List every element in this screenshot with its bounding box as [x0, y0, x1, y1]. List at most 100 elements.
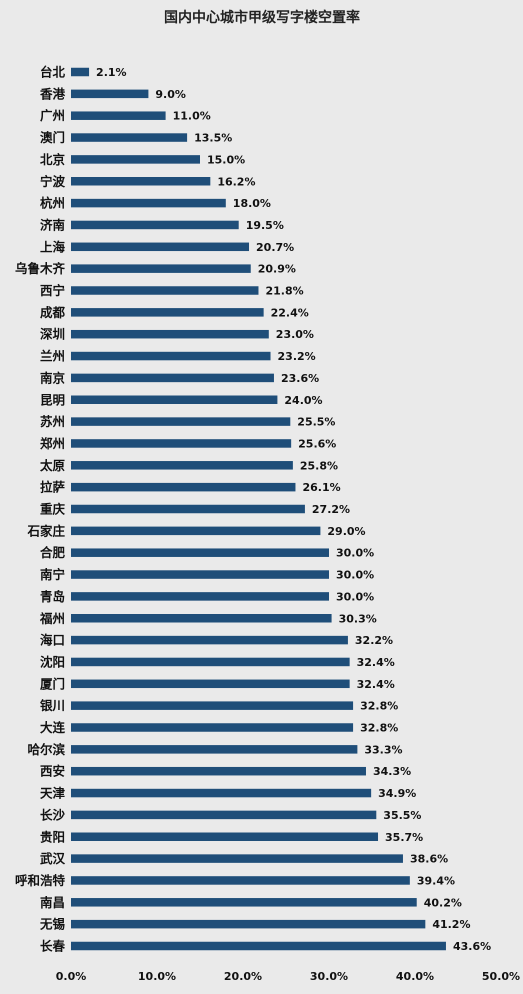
value-label: 34.3% [373, 765, 411, 778]
category-label: 济南 [40, 217, 66, 232]
x-tick-label: 40.0% [396, 970, 434, 983]
category-label: 郑州 [40, 436, 65, 451]
category-label: 大连 [40, 720, 66, 735]
category-label: 南昌 [40, 895, 65, 910]
bar [71, 810, 377, 820]
category-label: 贵阳 [40, 829, 65, 844]
bar [71, 788, 372, 798]
category-label: 成都 [40, 305, 66, 320]
bar [71, 329, 269, 339]
category-label: 哈尔滨 [27, 742, 65, 757]
category-label: 广州 [40, 108, 65, 123]
category-label: 香港 [39, 86, 66, 101]
category-label: 长春 [40, 939, 66, 954]
value-label: 38.6% [410, 853, 448, 866]
category-label: 太原 [40, 458, 66, 473]
value-label: 27.2% [312, 503, 350, 516]
category-label: 银川 [40, 698, 65, 713]
value-label: 25.8% [300, 459, 338, 472]
category-label: 青岛 [40, 589, 65, 604]
value-label: 33.3% [364, 743, 402, 756]
value-label: 21.8% [265, 285, 303, 298]
bar [71, 482, 296, 492]
category-label: 西宁 [40, 283, 65, 298]
bar [71, 308, 264, 317]
category-label: 拉萨 [40, 480, 66, 495]
bar [71, 723, 354, 732]
value-label: 30.0% [336, 569, 374, 582]
category-label: 北京 [40, 152, 66, 167]
category-label: 乌鲁木齐 [15, 261, 66, 276]
bar [71, 526, 321, 536]
category-label: 杭州 [40, 196, 65, 211]
bar [71, 242, 250, 252]
value-label: 29.0% [327, 525, 365, 538]
bar [71, 898, 417, 907]
category-label: 呼和浩特 [15, 873, 66, 888]
x-tick-label: 30.0% [310, 970, 348, 983]
x-tick-label: 0.0% [56, 970, 87, 983]
category-label: 石家庄 [26, 523, 65, 538]
bar [71, 264, 251, 273]
value-label: 2.1% [96, 66, 127, 79]
category-label: 南宁 [40, 567, 65, 582]
value-label: 32.4% [357, 678, 395, 691]
category-label: 合肥 [40, 545, 66, 560]
category-label: 西安 [40, 764, 65, 779]
value-label: 30.0% [336, 590, 374, 603]
value-label: 16.2% [217, 175, 255, 188]
value-label: 40.2% [424, 896, 462, 909]
category-label: 上海 [40, 239, 66, 254]
category-label: 昆明 [40, 392, 65, 407]
category-label: 海口 [40, 633, 65, 648]
value-label: 22.4% [271, 306, 309, 319]
bar [71, 220, 239, 230]
value-label: 25.5% [297, 416, 335, 429]
bar [71, 198, 226, 208]
bar [71, 111, 166, 120]
bar [71, 679, 350, 689]
value-label: 30.0% [336, 547, 374, 560]
category-label: 长沙 [40, 807, 66, 822]
category-label: 武汉 [40, 851, 66, 866]
category-label: 澳门 [40, 130, 65, 145]
value-label: 32.2% [355, 634, 393, 647]
bar [71, 286, 259, 295]
value-label: 9.0% [155, 88, 186, 101]
category-label: 福州 [39, 611, 65, 626]
value-label: 20.7% [256, 241, 294, 254]
value-label: 24.0% [284, 394, 322, 407]
bar [71, 635, 348, 645]
bar [71, 854, 403, 863]
x-tick-label: 20.0% [224, 970, 262, 983]
category-label: 台北 [40, 65, 66, 80]
bar [71, 461, 293, 470]
category-label: 无锡 [39, 917, 66, 932]
bar [71, 395, 278, 404]
bar [71, 351, 271, 361]
value-label: 15.0% [207, 153, 245, 166]
value-label: 19.5% [246, 219, 284, 232]
value-label: 11.0% [173, 110, 211, 123]
value-label: 23.0% [276, 328, 314, 341]
bar [71, 592, 329, 601]
value-label: 35.5% [383, 809, 421, 822]
value-label: 32.8% [360, 722, 398, 735]
value-label: 30.3% [339, 612, 377, 625]
category-label: 深圳 [40, 327, 65, 342]
value-label: 39.4% [417, 874, 455, 887]
bar [71, 832, 379, 841]
bar [71, 439, 292, 448]
bar [71, 155, 200, 164]
bar [71, 373, 274, 383]
bar [71, 614, 332, 623]
category-label: 沈阳 [40, 654, 65, 669]
value-label: 25.6% [298, 437, 336, 450]
bar [71, 876, 410, 885]
bar [71, 177, 211, 186]
category-label: 苏州 [40, 414, 65, 429]
bar [71, 766, 366, 776]
value-label: 26.1% [302, 481, 340, 494]
value-label: 32.4% [357, 656, 395, 669]
